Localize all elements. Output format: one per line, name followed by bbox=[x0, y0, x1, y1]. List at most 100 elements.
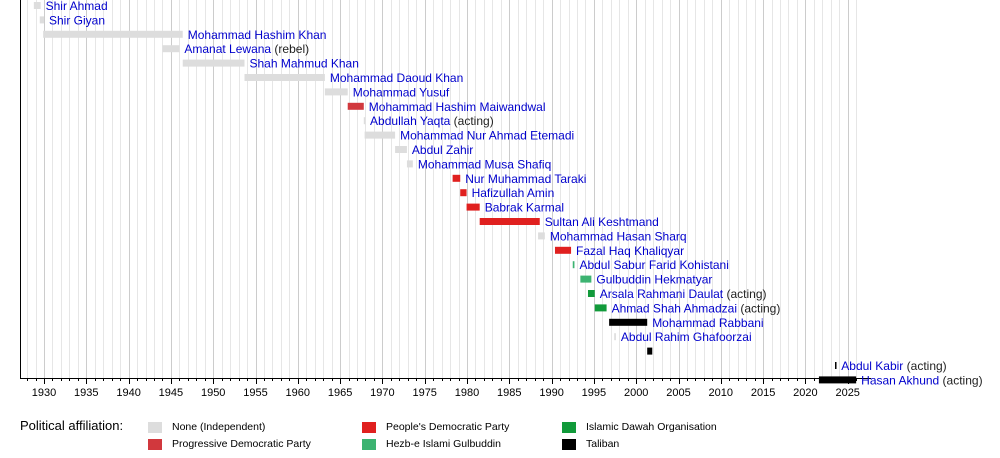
term-label: Mohammad Rabbani bbox=[652, 316, 763, 330]
term-label: Shir Giyan bbox=[49, 13, 105, 27]
term-bar bbox=[835, 362, 837, 369]
x-tick-label: 1975 bbox=[412, 387, 436, 399]
leader-name: Mohammad Yusuf bbox=[353, 85, 450, 99]
term-bar bbox=[363, 117, 366, 125]
legend-label: Taliban bbox=[586, 438, 620, 450]
x-tick-label: 1950 bbox=[201, 387, 225, 399]
term-bar bbox=[347, 102, 364, 110]
term-label: Fazal Haq Khaliqyar bbox=[576, 244, 684, 258]
term-label: Abdullah Yaqta (acting) bbox=[370, 114, 494, 128]
legend-item: People's Democratic Party bbox=[362, 421, 509, 433]
leader-name: Mohammad Hasan Sharq bbox=[550, 229, 687, 243]
term-bar bbox=[572, 261, 575, 269]
leader-name: Mohammad Hashim Maiwandwal bbox=[369, 100, 546, 114]
x-tick-label: 2015 bbox=[751, 387, 775, 399]
leader-name: Mohammad Hashim Khan bbox=[188, 28, 327, 42]
leader-note: (acting) bbox=[737, 301, 780, 315]
leader-name: Abdullah Yaqta bbox=[370, 114, 451, 128]
legend-swatch bbox=[148, 438, 162, 450]
legend-swatch bbox=[362, 438, 376, 450]
leader-name: Amanat Lewana bbox=[184, 42, 271, 56]
legend-label: None (Independent) bbox=[172, 421, 266, 433]
x-tick-label: 1935 bbox=[74, 387, 98, 399]
term-bar bbox=[324, 88, 348, 96]
leader-name: Sultan Ali Keshtmand bbox=[545, 215, 659, 229]
legend-item: None (Independent) bbox=[148, 421, 265, 433]
leader-name: Abdul Zahir bbox=[412, 143, 473, 157]
x-tick-label: 1995 bbox=[582, 387, 606, 399]
term-label: Mohammad Daoud Khan bbox=[330, 71, 463, 85]
leader-name: Mohammad Daoud Khan bbox=[330, 71, 463, 85]
x-tick-label: 1970 bbox=[370, 387, 394, 399]
term-bar bbox=[182, 59, 245, 67]
legend-swatch bbox=[562, 421, 576, 433]
leader-name: Abdul Rahim Ghafoorzai bbox=[621, 330, 752, 344]
term-label: Sultan Ali Keshtmand bbox=[545, 215, 659, 229]
term-label: Babrak Karmal bbox=[485, 201, 564, 215]
term-bar bbox=[614, 333, 616, 341]
term-bar bbox=[460, 189, 467, 197]
leader-name: Mohammad Musa Shafiq bbox=[418, 157, 551, 171]
leader-note: (acting) bbox=[903, 359, 946, 373]
term-bar bbox=[452, 174, 461, 182]
x-tick-label: 1980 bbox=[455, 387, 479, 399]
legend-label: Progressive Democratic Party bbox=[172, 438, 311, 450]
legend-label: People's Democratic Party bbox=[386, 421, 510, 433]
gridlines bbox=[27, 0, 857, 378]
leader-name: Mohammad Nur Ahmad Etemadi bbox=[400, 129, 574, 143]
legend-label: Hezb-e Islami Gulbuddin bbox=[386, 438, 501, 450]
leader-note: (rebel) bbox=[271, 42, 309, 56]
term-bar bbox=[647, 347, 653, 355]
leader-note: (acting) bbox=[723, 287, 766, 301]
term-label: Abdul Sabur Farid Kohistani bbox=[579, 258, 728, 272]
leader-note: (acting) bbox=[939, 373, 982, 387]
leader-name: Mohammad Rabbani bbox=[652, 316, 763, 330]
term-label: Amanat Lewana (rebel) bbox=[184, 42, 309, 56]
legend-swatch bbox=[362, 421, 376, 433]
term-label: Gulbuddin Hekmatyar bbox=[596, 273, 712, 287]
term-bar bbox=[39, 16, 44, 24]
leader-name: Gulbuddin Hekmatyar bbox=[596, 273, 712, 287]
term-label: Arsala Rahmani Daulat (acting) bbox=[600, 287, 767, 301]
leader-name: Abdul Sabur Farid Kohistani bbox=[579, 258, 728, 272]
term-label: Abdul Kabir (acting) bbox=[841, 359, 946, 373]
x-tick-label: 1930 bbox=[32, 387, 56, 399]
term-label: Hasan Akhund (acting) bbox=[861, 373, 982, 387]
leader-name: Nur Muhammad Taraki bbox=[465, 172, 586, 186]
leader-name: Hasan Akhund bbox=[861, 373, 939, 387]
term-bar bbox=[580, 275, 592, 283]
term-bar bbox=[395, 146, 407, 153]
legend-swatch bbox=[148, 421, 162, 433]
term-label: Mohammad Hashim Khan bbox=[188, 28, 327, 42]
term-bar bbox=[364, 131, 396, 139]
term-bar bbox=[587, 290, 595, 297]
term-label: Shah Mahmud Khan bbox=[250, 57, 359, 71]
term-bar bbox=[466, 203, 480, 211]
leader-name: Hafizullah Amin bbox=[472, 186, 555, 200]
legend-item: Progressive Democratic Party bbox=[148, 438, 311, 450]
term-label: Mohammad Nur Ahmad Etemadi bbox=[400, 129, 574, 143]
leader-name: Babrak Karmal bbox=[485, 201, 564, 215]
term-bar bbox=[406, 160, 413, 168]
term-bar bbox=[818, 376, 857, 384]
x-tick-label: 1945 bbox=[159, 387, 183, 399]
term-label: Ahmad Shah Ahmadzai (acting) bbox=[612, 301, 781, 315]
x-tick-label: 1940 bbox=[116, 387, 140, 399]
x-tick-label: 2020 bbox=[793, 387, 817, 399]
leader-name: Shah Mahmud Khan bbox=[250, 57, 359, 71]
leader-name: Abdul Kabir bbox=[841, 359, 903, 373]
leader-name: Shir Giyan bbox=[49, 13, 105, 27]
term-label: Mohammad Hashim Maiwandwal bbox=[369, 100, 546, 114]
term-bar bbox=[162, 45, 180, 53]
term-label: Hafizullah Amin bbox=[472, 186, 555, 200]
x-tick-label: 1990 bbox=[539, 387, 563, 399]
leader-name: Ahmad Shah Ahmadzai bbox=[612, 301, 737, 315]
legend-item: Hezb-e Islami Gulbuddin bbox=[362, 438, 501, 450]
term-bar bbox=[554, 246, 572, 254]
term-bar bbox=[479, 218, 540, 225]
legend-item: Taliban bbox=[562, 438, 619, 450]
term-label: Nur Muhammad Taraki bbox=[465, 172, 586, 186]
leader-note: (acting) bbox=[450, 114, 493, 128]
term-label: Shir Ahmad bbox=[46, 0, 108, 13]
